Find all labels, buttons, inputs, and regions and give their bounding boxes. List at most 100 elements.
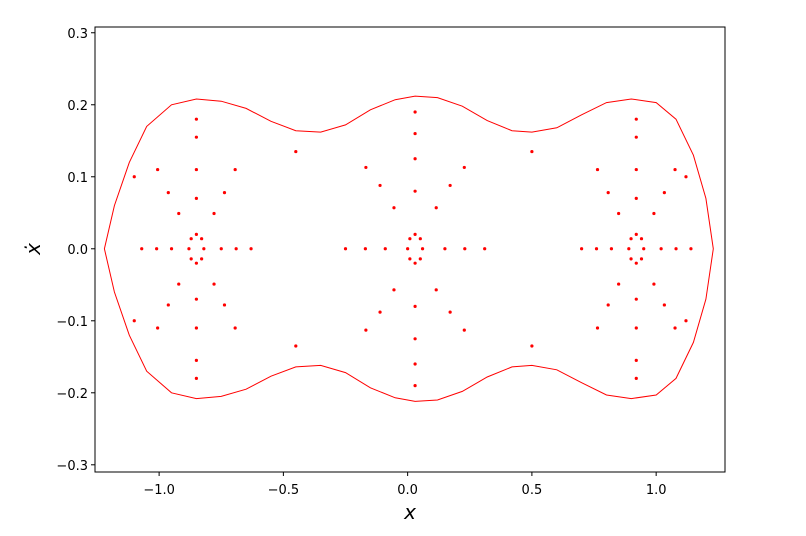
orbit-point <box>343 247 348 251</box>
orbit-point <box>634 167 638 172</box>
orbit-point <box>530 344 534 348</box>
orbit-point <box>420 247 425 251</box>
orbit-point <box>413 261 417 265</box>
orbit-point <box>413 337 417 341</box>
x-tick-label: 1.0 <box>646 483 667 498</box>
orbit-point <box>156 167 160 172</box>
orbit-point <box>634 376 638 380</box>
orbit-point <box>364 165 368 170</box>
orbit-point <box>689 247 693 251</box>
orbit-point <box>659 247 663 251</box>
orbit-point <box>629 257 633 261</box>
orbit-point <box>634 117 638 121</box>
orbit-point <box>662 191 666 195</box>
orbit-point <box>202 247 206 251</box>
orbit-point <box>617 211 621 216</box>
orbit-point <box>413 383 417 388</box>
y-axis-label: ẋ <box>21 243 45 256</box>
orbit-point <box>448 310 452 314</box>
orbit-point <box>418 257 422 261</box>
orbit-point <box>189 237 193 241</box>
orbit-point <box>383 247 387 251</box>
orbit-point <box>406 247 410 251</box>
orbit-point <box>194 376 198 380</box>
orbit-point <box>222 191 227 195</box>
orbit-point <box>413 304 417 308</box>
orbit-point <box>634 261 638 265</box>
y-tick-label: 0.2 <box>67 99 88 114</box>
orbit-point <box>483 247 487 251</box>
orbit-point <box>194 297 198 301</box>
orbit-point <box>462 328 466 332</box>
orbit-point <box>187 247 191 251</box>
orbit-point <box>194 358 198 362</box>
boundary-orbit <box>103 95 714 402</box>
orbit-point <box>219 247 223 251</box>
orbit-point <box>634 232 638 236</box>
orbit-point <box>463 247 467 251</box>
orbit-point <box>132 175 136 179</box>
orbit-point <box>378 310 382 314</box>
x-tick-label: 0.0 <box>397 483 418 498</box>
orbit-point <box>234 247 238 251</box>
orbit-point <box>392 206 396 210</box>
orbit-point <box>629 237 633 241</box>
orbit-point <box>249 247 253 251</box>
orbit-point <box>609 247 614 251</box>
orbit-point <box>200 237 204 241</box>
orbit-point <box>595 167 600 172</box>
orbit-point <box>639 237 644 241</box>
orbit-point <box>363 247 367 251</box>
orbit-point <box>294 149 298 154</box>
orbit-point <box>652 282 656 286</box>
orbit-point <box>634 196 638 200</box>
orbit-point <box>132 319 136 323</box>
orbit-point <box>443 247 447 251</box>
orbit-point <box>684 175 688 179</box>
orbit-point <box>462 165 466 170</box>
orbit-point <box>594 247 599 251</box>
orbit-point <box>194 261 198 265</box>
orbit-point <box>194 135 198 139</box>
orbit-point <box>222 303 227 307</box>
orbit-point <box>413 131 417 136</box>
y-tick-label: −0.3 <box>56 459 88 474</box>
orbit-point <box>652 211 656 216</box>
orbit-point <box>448 183 452 188</box>
orbit-point <box>634 135 638 139</box>
orbit-point <box>627 247 631 251</box>
orbit-point <box>530 149 534 154</box>
orbit-point <box>580 247 584 251</box>
orbit-point <box>378 183 382 188</box>
orbit-point <box>166 303 170 307</box>
orbit-point <box>413 362 417 366</box>
orbit-point <box>674 247 678 251</box>
orbit-point <box>408 257 412 261</box>
orbit-point <box>169 247 174 251</box>
orbit-point <box>413 189 417 193</box>
orbit-point <box>662 303 666 307</box>
orbit-point <box>392 288 396 292</box>
orbit-point <box>212 282 216 286</box>
orbit-point <box>156 326 160 330</box>
orbit-point <box>194 326 198 330</box>
orbit-point <box>684 319 688 323</box>
orbit-point <box>155 247 159 251</box>
y-tick-label: −0.2 <box>56 387 88 402</box>
orbit-point <box>177 282 181 286</box>
orbit-point <box>617 282 621 286</box>
orbit-point <box>595 326 600 330</box>
orbit-point <box>408 237 412 241</box>
orbit-point <box>413 232 417 236</box>
orbit-point <box>189 257 193 261</box>
orbit-point <box>673 167 677 172</box>
orbit-point <box>606 191 610 195</box>
orbit-point <box>194 196 198 200</box>
orbit-point <box>673 326 677 330</box>
orbit-point <box>413 157 417 161</box>
orbit-point <box>364 328 368 332</box>
y-tick-label: 0.1 <box>67 171 88 186</box>
orbit-point <box>634 358 638 362</box>
orbit-point <box>212 211 216 216</box>
